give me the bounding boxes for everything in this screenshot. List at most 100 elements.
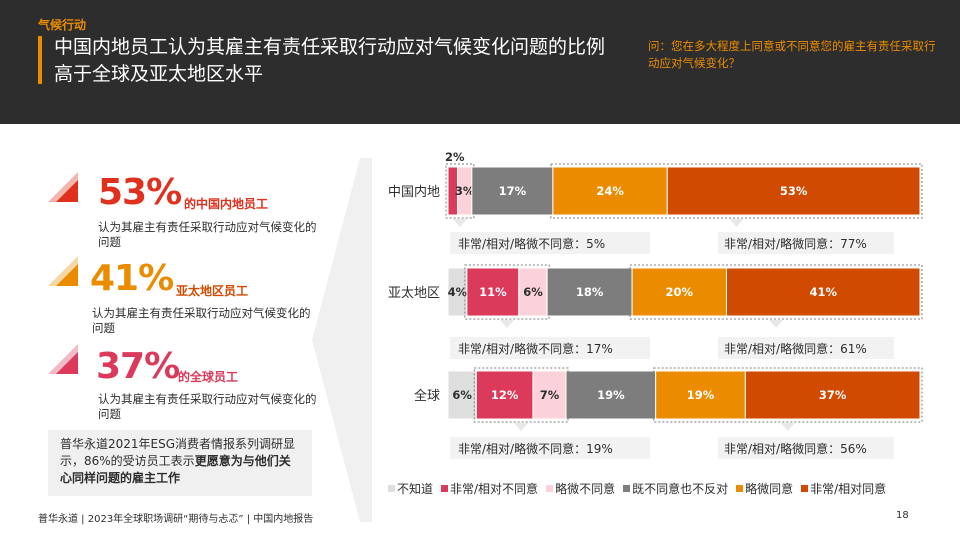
stat-apac: 41% 亚太地区员工 认为其雇主有责任采取行动应对气候变化的问题 [48, 256, 318, 340]
legend-swatch [546, 485, 554, 492]
bar-segment [666, 166, 921, 216]
page-title: 中国内地员工认为其雇主有责任采取行动应对气候变化问题的比例 高于全球及亚太地区水… [54, 34, 624, 88]
legend-item: 不知道 [388, 480, 433, 497]
disagree-group-box [464, 264, 550, 320]
stat-percent: 41% [90, 258, 174, 299]
summary-box [718, 337, 894, 359]
summary-box [450, 437, 650, 459]
bar-segment [518, 267, 548, 317]
data-label: 3% [455, 184, 475, 198]
stat-description: 认为其雇主有责任采取行动应对气候变化的问题 [98, 220, 317, 249]
category-label: 中国内地 [388, 184, 440, 200]
legend-item: 非常/相对不同意 [441, 480, 538, 497]
legend-swatch [623, 485, 631, 492]
note-text: 普华永道2021年ESG消费者情报系列调研显示，86%的受访员工表示 [60, 437, 296, 468]
data-label: 2% [445, 150, 465, 164]
legend-item: 既不同意也不反对 [623, 480, 728, 497]
stat-group: 亚太地区员工 [176, 284, 249, 298]
title-accent-bar [38, 36, 42, 84]
agree-group-box [653, 367, 923, 423]
stat-description: 认为其雇主有责任采取行动应对气候变化的问题 [92, 306, 311, 335]
legend-item: 略微不同意 [546, 480, 615, 497]
triangle-icon [48, 344, 78, 374]
page-title-line1: 中国内地员工认为其雇主有责任采取行动应对气候变化问题的比例 [54, 36, 606, 58]
section-tag: 气候行动 [38, 18, 87, 32]
agree-group-box [629, 264, 923, 320]
summary-box [450, 232, 650, 254]
triangle-icon [48, 256, 78, 286]
data-label: 41% [809, 285, 837, 299]
pointer-arrow [729, 219, 744, 227]
legend-label: 略微不同意 [555, 482, 616, 496]
stat-percent: 37% [96, 346, 180, 387]
data-label: 20% [666, 285, 694, 299]
summary-box [718, 232, 894, 254]
legend-label: 略微同意 [745, 482, 794, 496]
data-label: 6% [452, 388, 472, 402]
data-label: 37% [819, 388, 847, 402]
legend-swatch [736, 485, 744, 492]
legend-swatch [801, 485, 809, 492]
bar-segment [565, 370, 657, 420]
page-title-line2: 高于全球及亚太地区水平 [54, 63, 264, 85]
pointer-arrow [500, 320, 514, 328]
pointer-arrow [452, 219, 467, 227]
legend-item: 略微同意 [736, 480, 793, 497]
data-label: 11% [479, 285, 507, 299]
bar-segment [447, 370, 477, 420]
stat-china: 53% 的中国内地员工 认为其雇主有责任采取行动应对气候变化的问题 [48, 172, 318, 256]
summary-box [718, 437, 894, 459]
stat-percent: 53% [98, 172, 182, 213]
note-highlight: 更愿意为与他们关心同样问题的雇主工作 [60, 454, 291, 485]
pointer-arrow [780, 423, 795, 431]
data-label: 4% [448, 285, 468, 299]
legend-swatch [388, 485, 395, 492]
pointer-arrow [514, 423, 529, 431]
footer-source: 普华永道 | 2023年全球职场调研“期待与忐忑” | 中国内地报告 [38, 514, 314, 525]
agree-summary: 非常/相对/略微同意：56% [724, 441, 867, 456]
disagree-summary: 非常/相对/略微不同意：19% [458, 441, 613, 456]
triangle-icon [48, 172, 78, 202]
bar-segment [466, 267, 520, 317]
disagree-summary: 非常/相对/略微不同意：17% [458, 341, 613, 356]
agree-group-box [550, 163, 923, 219]
data-label: 19% [687, 388, 715, 402]
disagree-summary: 非常/相对/略微不同意：5% [458, 236, 605, 251]
chart-legend: 不知道 非常/相对不同意 略微不同意 既不同意也不反对 略微同意 非常/相对同意 [388, 480, 886, 497]
research-note: 普华永道2021年ESG消费者情报系列调研显示，86%的受访员工表示更愿意为与他… [48, 430, 312, 496]
section-divider-chevron [312, 158, 372, 522]
category-label: 亚太地区 [388, 286, 440, 301]
summary-box [450, 337, 650, 359]
disagree-group-box [473, 367, 569, 423]
data-label: 17% [499, 184, 527, 198]
header-banner: 气候行动 中国内地员工认为其雇主有责任采取行动应对气候变化问题的比例 高于全球及… [0, 0, 960, 124]
disagree-group-box [445, 163, 475, 219]
pointer-arrow [769, 320, 784, 328]
bar-segment [475, 370, 534, 420]
data-label: 18% [576, 285, 604, 299]
legend-label: 不知道 [397, 482, 434, 496]
bar-segment [546, 267, 633, 317]
bar-segment [631, 267, 727, 317]
legend-label: 非常/相对同意 [810, 482, 887, 496]
data-label: 24% [596, 184, 624, 198]
data-label: 12% [491, 388, 519, 402]
legend-swatch [441, 485, 449, 492]
bar-segment [655, 370, 746, 420]
legend-label: 既不同意也不反对 [632, 482, 729, 496]
bar-segment [744, 370, 921, 420]
stat-group: 的全球员工 [178, 370, 239, 384]
page-number: 18 [896, 510, 909, 521]
category-label: 全球 [414, 388, 440, 404]
stat-global: 37% 的全球员工 认为其雇主有责任采取行动应对气候变化的问题 [48, 344, 318, 428]
stacked-bar-chart: 中国内地 2% 3% 17% 24% 53% 非常/相对/略微不同意：5% 非常/相对/略微同… [388, 150, 923, 459]
data-label: 53% [780, 184, 808, 198]
agree-summary: 非常/相对/略微同意：77% [724, 236, 867, 251]
bar-segment [532, 370, 567, 420]
legend-item: 非常/相对同意 [801, 480, 886, 497]
survey-question: 问：您在多大程度上同意或不同意您的雇主有责任采取行动应对气候变化？ [648, 39, 936, 70]
legend-label: 非常/相对不同意 [450, 482, 539, 496]
data-label: 6% [523, 285, 543, 299]
data-label: 19% [597, 388, 625, 402]
stat-group: 的中国内地员工 [184, 197, 269, 211]
